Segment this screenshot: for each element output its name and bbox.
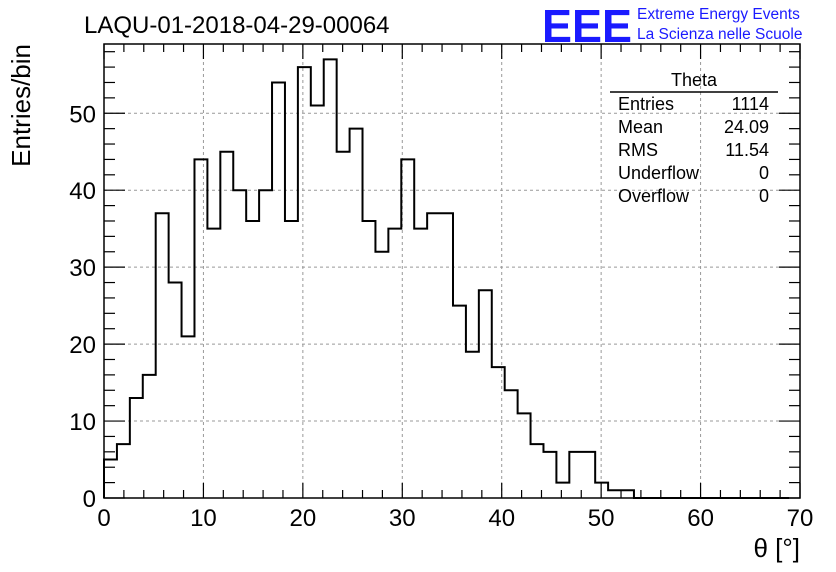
y-axis-label: Entries/bin [6,44,36,167]
stats-box: Theta Entries 1114 Mean 24.09 RMS 11.54 … [610,70,778,206]
x-tick-label: 50 [588,505,615,532]
x-tick-label: 40 [488,505,515,532]
axis-ticks [103,44,801,499]
y-tick-label: 40 [69,178,96,205]
chart-title: LAQU-01-2018-04-29-00064 [84,12,390,39]
stats-value-underflow: 0 [759,163,769,183]
stats-label-overflow: Overflow [618,186,690,206]
x-tick-label: 20 [290,505,317,532]
x-tick-label: 70 [787,505,814,532]
y-tick-label: 0 [83,486,96,513]
logo-line2: La Scienza nelle Scuole [637,26,802,43]
stats-label-rms: RMS [618,140,658,160]
y-tick-label: 20 [69,332,96,359]
stats-title: Theta [671,70,718,90]
y-tick-label: 10 [69,409,96,436]
y-tick-labels: 0 10 20 30 40 50 [69,101,96,513]
x-tick-labels: 0 10 20 30 40 50 60 70 [97,505,813,532]
histogram-outline [103,58,790,499]
y-tick-label: 50 [69,101,96,128]
x-tick-label: 30 [389,505,416,532]
plot-frame [103,43,801,499]
x-tick-label: 0 [97,505,110,532]
stats-value-overflow: 0 [759,186,769,206]
logo-line1: Extreme Energy Events [637,6,800,23]
stats-value-mean: 24.09 [724,117,769,137]
x-tick-label: 10 [190,505,217,532]
stats-label-underflow: Underflow [618,163,700,183]
y-tick-label: 30 [69,255,96,282]
stats-label-mean: Mean [618,117,663,137]
stats-value-rms: 11.54 [725,140,769,160]
x-axis-label: θ [°] [753,533,800,563]
eee-logo: EEE Extreme Energy Events La Scienza nel… [542,0,802,52]
x-tick-label: 60 [687,505,714,532]
stats-label-entries: Entries [618,94,674,114]
stats-value-entries: 1114 [732,94,769,114]
